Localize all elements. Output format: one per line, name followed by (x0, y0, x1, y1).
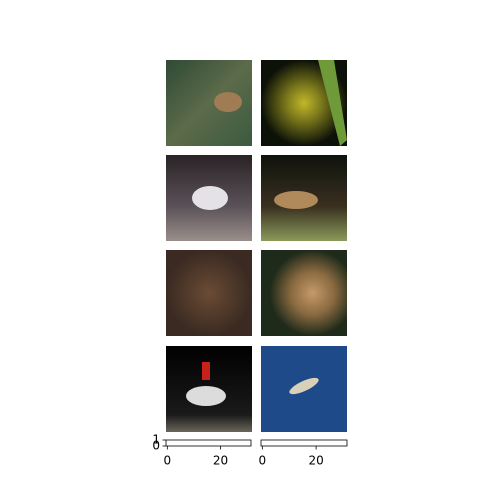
image-thumbnail (166, 250, 252, 336)
image-grid (166, 60, 347, 432)
image-thumbnail (261, 250, 347, 336)
y-tick-label: 1 (152, 433, 160, 447)
image-detail (192, 186, 228, 210)
axes-frame (165, 439, 252, 447)
x-tick-label: 20 (308, 454, 323, 468)
x-tick-label: 0 (164, 454, 172, 468)
image-detail (274, 191, 318, 209)
x-tick-label: 0 (259, 454, 267, 468)
image-detail (289, 377, 319, 395)
axes-frame (260, 439, 348, 447)
y-tick-label: 0 (152, 439, 160, 453)
image-detail (202, 362, 210, 380)
image-detail (318, 60, 347, 146)
image-detail (214, 92, 242, 112)
x-tick-label: 20 (213, 454, 228, 468)
image-detail (186, 386, 226, 406)
